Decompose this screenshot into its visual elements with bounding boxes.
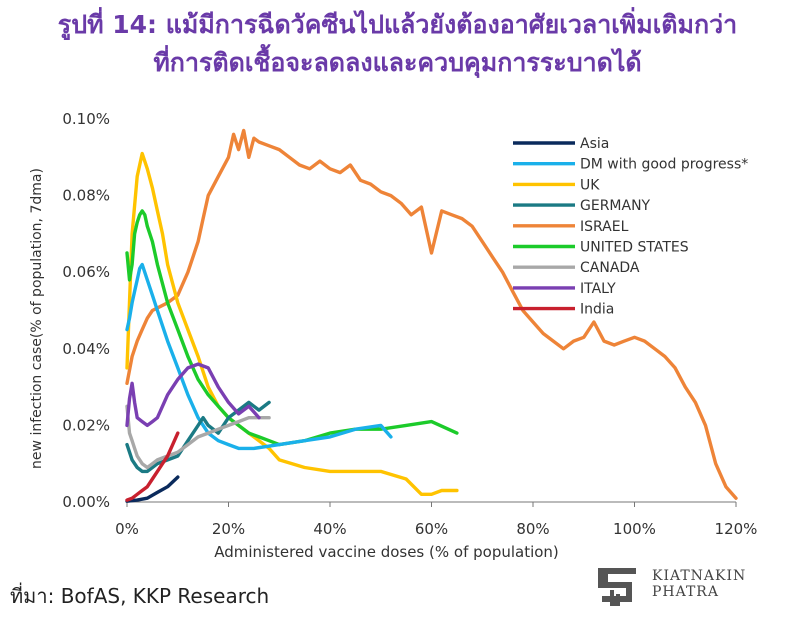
series-line-asia [125, 475, 180, 503]
y-axis-label: new infection case(% of population, 7dma… [29, 168, 45, 469]
legend-label: GERMANY [580, 198, 651, 214]
logo-text-line-1: KIATNAKIN [652, 568, 747, 584]
y-tick-label: 0.04% [62, 340, 110, 358]
company-logo: KIATNAKIN PHATRA [592, 560, 792, 608]
series-line-united-states [125, 209, 459, 447]
series-line-dm-with-good-progress [125, 262, 393, 451]
legend-label: ISRAEL [580, 219, 629, 235]
x-tick-label: 60% [415, 520, 448, 538]
logo-mark-icon [598, 568, 636, 606]
chart-title: รูปที่ 14: แม้มีการฉีดวัคซีนไปแล้วยังต้อ… [0, 6, 795, 82]
x-tick-label: 100% [613, 520, 656, 538]
x-tick-label: 40% [313, 520, 346, 538]
legend-label: CANADA [580, 260, 640, 276]
series-line-germany [125, 400, 271, 474]
legend-label: UNITED STATES [580, 240, 689, 256]
legend-label: DM with good progress* [580, 157, 748, 173]
series-line-india [125, 431, 180, 502]
y-tick-label: 0.02% [62, 416, 110, 434]
x-tick-label: 20% [212, 520, 245, 538]
y-tick-label: 0.06% [62, 263, 110, 281]
series-line-italy [125, 362, 261, 428]
series-line-canada [125, 404, 271, 470]
y-tick-label: 0.10% [62, 110, 110, 128]
logo-text-line-2: PHATRA [652, 584, 719, 600]
x-tick-label: 80% [516, 520, 549, 538]
title-line-2: ที่การติดเชื้อจะลดลงและควบคุมการระบาดได้ [153, 48, 642, 77]
y-tick-label: 0.08% [62, 187, 110, 205]
series-line-israel [125, 128, 738, 500]
y-tick-label: 0.00% [62, 493, 110, 511]
legend-label: ITALY [580, 281, 616, 297]
title-line-1: รูปที่ 14: แม้มีการฉีดวัคซีนไปแล้วยังต้อ… [57, 10, 738, 39]
legend-label: UK [580, 177, 600, 193]
legend-label: Asia [580, 136, 609, 152]
source-note: ที่มา: BofAS, KKP Research [10, 584, 270, 608]
x-tick-label: 120% [715, 520, 758, 538]
legend-label: India [580, 302, 614, 318]
x-axis-label: Administered vaccine doses (% of populat… [214, 543, 559, 561]
x-tick-label: 0% [115, 520, 139, 538]
